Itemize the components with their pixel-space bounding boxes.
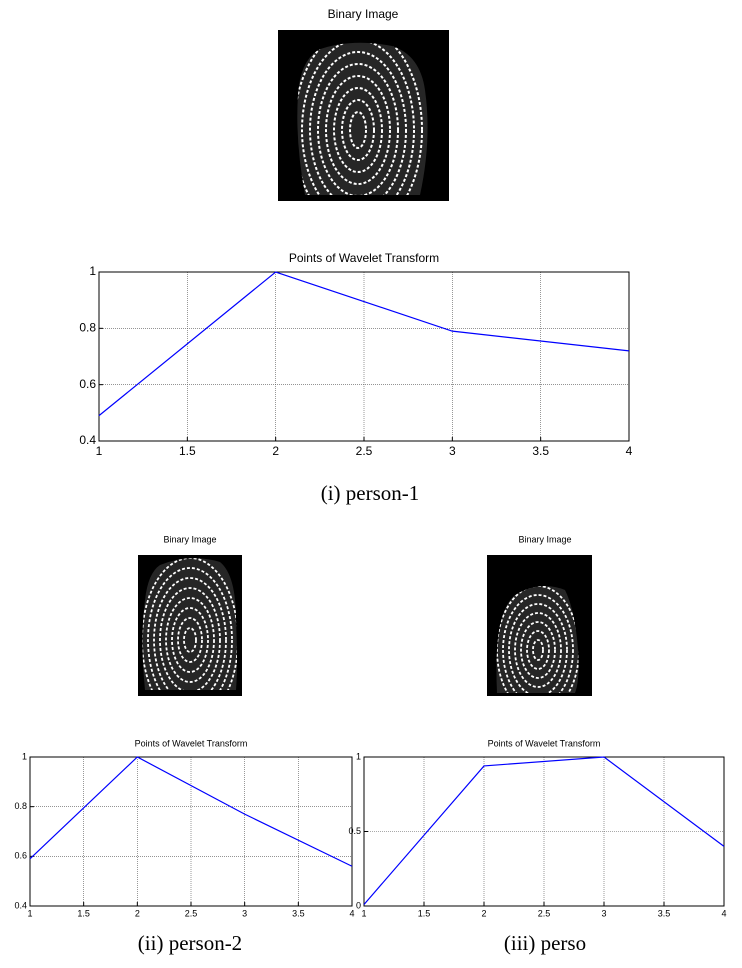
y-tick-label: 1 bbox=[356, 751, 361, 761]
x-tick-label: 2 bbox=[135, 908, 140, 918]
data-line bbox=[98, 271, 630, 417]
x-tick-label: 3.5 bbox=[658, 908, 671, 918]
y-tick-label: 1 bbox=[22, 751, 27, 761]
x-tick-label: 3.5 bbox=[532, 444, 549, 458]
y-tick-label: 0.8 bbox=[79, 321, 96, 335]
caption: (ii) person-2 bbox=[138, 931, 242, 955]
caption: (iii) perso bbox=[504, 931, 586, 955]
x-tick-label: 4 bbox=[626, 444, 633, 458]
axes-box bbox=[363, 756, 725, 907]
x-tick-label: 3 bbox=[242, 908, 247, 918]
x-tick-label: 2.5 bbox=[185, 908, 198, 918]
axes-box bbox=[98, 271, 630, 442]
x-tick-label: 2.5 bbox=[356, 444, 373, 458]
y-tick-label: 0.8 bbox=[14, 801, 27, 811]
x-tick-label: 2.5 bbox=[538, 908, 551, 918]
x-tick-label: 3 bbox=[449, 444, 456, 458]
fingerprint-image bbox=[138, 30, 592, 696]
chart-title: Points of Wavelet Transform bbox=[488, 738, 601, 748]
y-tick-label: 0.5 bbox=[348, 826, 361, 836]
x-tick-label: 1 bbox=[27, 908, 32, 918]
image-title: Binary Image bbox=[163, 534, 216, 544]
data-line bbox=[363, 756, 725, 905]
y-tick-label: 1 bbox=[89, 264, 96, 278]
chart-title: Points of Wavelet Transform bbox=[135, 738, 248, 748]
x-tick-label: 2 bbox=[272, 444, 279, 458]
data-line bbox=[29, 756, 353, 867]
image-title: Binary Image bbox=[518, 534, 571, 544]
image-title: Binary Image bbox=[328, 7, 399, 21]
x-tick-label: 4 bbox=[349, 908, 354, 918]
y-tick-label: 0.6 bbox=[14, 851, 27, 861]
x-tick-label: 3.5 bbox=[292, 908, 305, 918]
x-tick-label: 1 bbox=[96, 444, 103, 458]
x-tick-label: 1.5 bbox=[418, 908, 431, 918]
y-tick-label: 0 bbox=[356, 900, 361, 910]
x-tick-label: 4 bbox=[721, 908, 726, 918]
chart-title: Points of Wavelet Transform bbox=[289, 251, 439, 265]
y-tick-label: 0.4 bbox=[14, 900, 27, 910]
x-tick-label: 1.5 bbox=[179, 444, 196, 458]
axes-box bbox=[29, 756, 353, 907]
x-tick-label: 2 bbox=[481, 908, 486, 918]
x-tick-label: 3 bbox=[601, 908, 606, 918]
x-tick-label: 1.5 bbox=[77, 908, 90, 918]
x-tick-label: 1 bbox=[361, 908, 366, 918]
y-tick-label: 0.6 bbox=[79, 377, 96, 391]
caption: (i) person-1 bbox=[321, 481, 420, 505]
y-tick-label: 0.4 bbox=[79, 433, 96, 447]
